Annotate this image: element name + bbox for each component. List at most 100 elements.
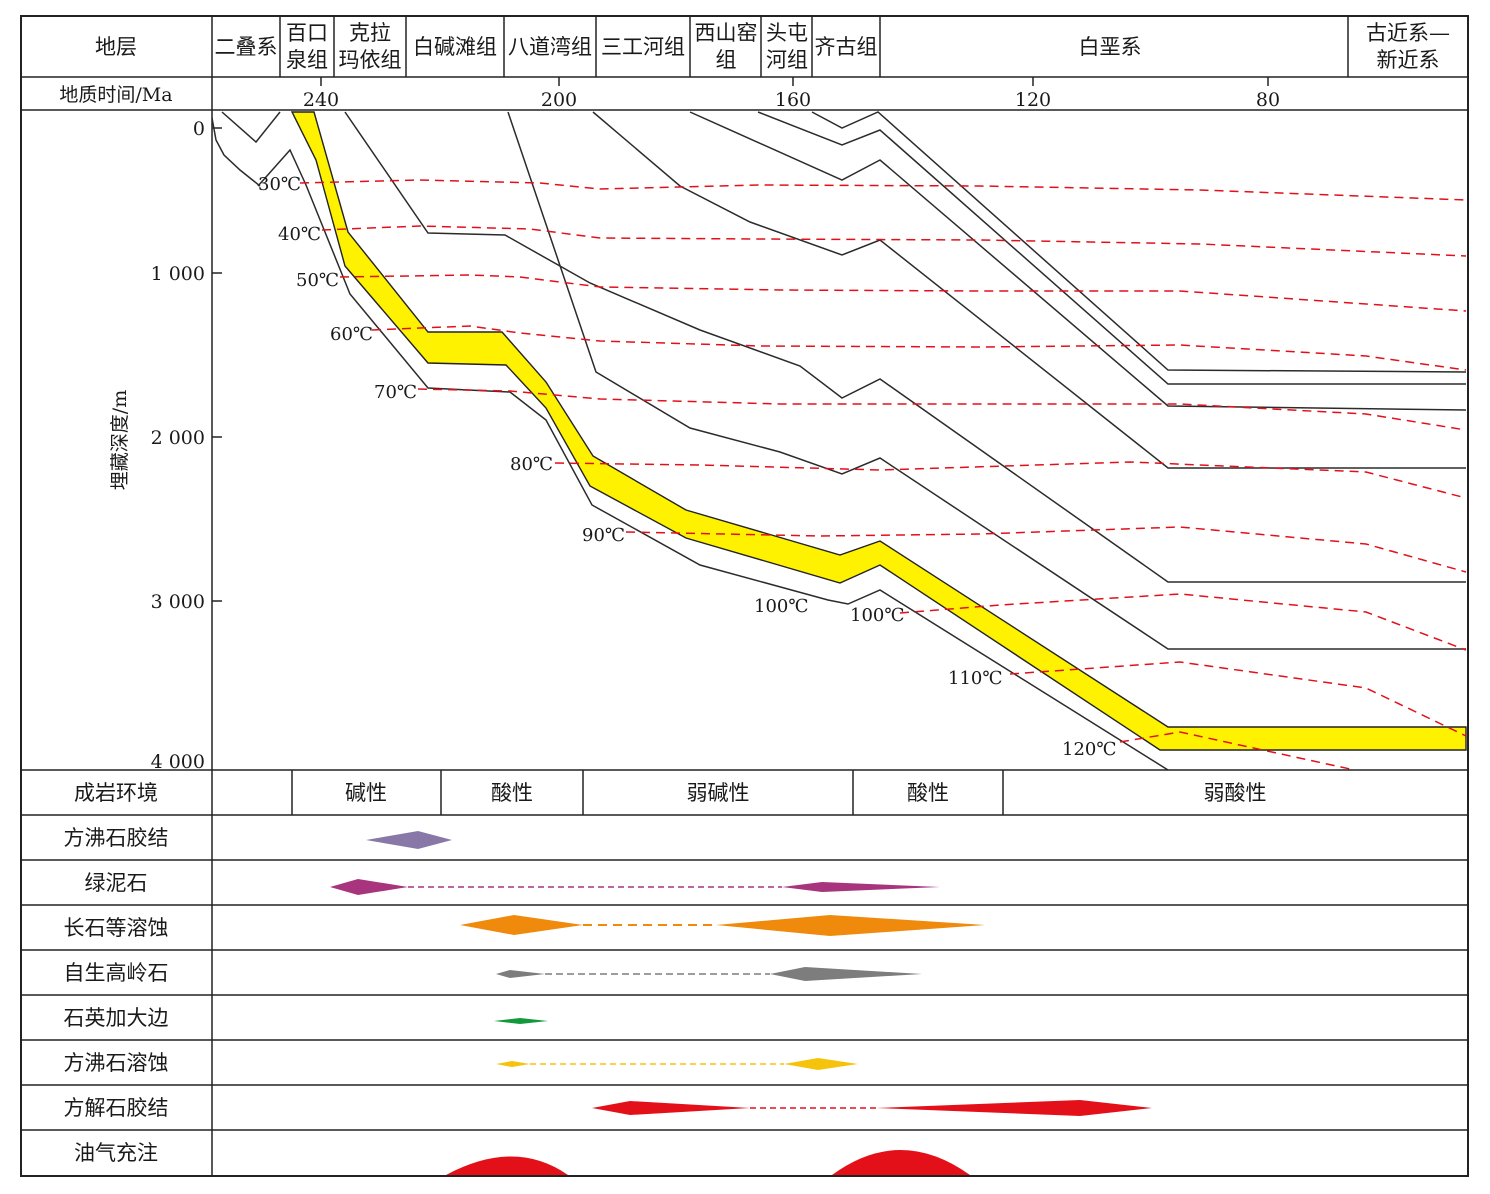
event-bar-analcime-dissolution (784, 1058, 858, 1070)
burial-curve (592, 111, 1466, 469)
event-label-chlorite: 绿泥石 (85, 871, 148, 895)
isotherm-120 (1119, 731, 1351, 770)
isotherm-110 (1009, 661, 1467, 737)
isotherm-label: 50℃ (296, 270, 339, 291)
event-label-quartz-overgrowth: 石英加大边 (64, 1006, 169, 1030)
strata-labels: 地层 二叠系 百口 泉组 克拉 玛依组 白碱滩组 八道湾组 三工河组 西山窑 组… (95, 21, 1450, 72)
event-bar-analcime-dissolution (496, 1061, 530, 1067)
event-labels: 方沸石胶结 绿泥石 长石等溶蚀 自生高岭石 石英加大边 方沸石溶蚀 方解石胶结 … (64, 826, 169, 1165)
event-bars (330, 831, 1152, 1175)
stratum-xishanyao-line1: 西山窑 (695, 21, 758, 45)
stratum-karamay-line1: 克拉 (349, 21, 391, 45)
event-label-kaolinite: 自生高岭石 (64, 961, 169, 985)
stratum-cretaceous: 白垩系 (1079, 35, 1142, 59)
depth-tick-label: 4 000 (151, 751, 205, 773)
event-bar-hydrocarbon-charging (446, 1156, 568, 1175)
depth-tick-label: 3 000 (151, 591, 205, 613)
diagenesis-table (21, 769, 1468, 1131)
isotherm-label: 90℃ (582, 525, 625, 546)
burial-curve (211, 117, 261, 187)
stratum-badaowan: 八道湾组 (508, 35, 592, 59)
environment-phase: 酸性 (907, 781, 949, 805)
event-bar-analcime-cement (366, 831, 452, 849)
time-axis: 地质时间/Ma 240 200 160 120 80 (59, 84, 1280, 111)
isotherms (299, 179, 1467, 770)
isotherm-30 (299, 179, 1467, 201)
depth-axis-title: 埋藏深度/m (109, 390, 131, 490)
depth-tick-label: 2 000 (151, 427, 205, 449)
event-label-analcime-dissolution: 方沸石溶蚀 (64, 1051, 169, 1075)
burial-curves (211, 111, 1467, 771)
isotherm-70 (417, 388, 1467, 431)
event-bar-kaolinite (770, 967, 922, 981)
event-bar-chlorite (782, 882, 940, 892)
isotherm-label: 60℃ (330, 324, 373, 345)
event-bar-calcite-cement (876, 1100, 1152, 1116)
burial-plot: 30℃ 40℃ 50℃ 60℃ 70℃ 80℃ 90℃ 100℃ 100℃ 11… (211, 111, 1467, 771)
event-bar-calcite-cement (592, 1101, 750, 1115)
event-label-feldspar-dissolution: 长石等溶蚀 (64, 916, 169, 940)
event-bar-chlorite (330, 879, 408, 895)
isotherm-40 (321, 225, 1467, 257)
time-tick-label: 80 (1256, 89, 1280, 111)
outer-frame-top (20, 15, 1469, 1177)
isotherm-80 (554, 461, 1467, 499)
stratum-sangonghe: 三工河组 (601, 35, 685, 59)
isotherm-label: 100℃ (754, 596, 809, 617)
stratum-xishanyao-line2: 组 (716, 48, 737, 72)
environment-label: 成岩环境 (74, 781, 158, 805)
event-bar-quartz-overgrowth (494, 1018, 548, 1024)
time-tick-label: 120 (1015, 89, 1051, 111)
stratum-baijiantan: 白碱滩组 (413, 35, 497, 59)
stratum-toutunhe-line2: 河组 (766, 48, 808, 72)
isotherm-label: 100℃ (850, 605, 905, 626)
isotherm-label: 70℃ (374, 382, 417, 403)
target-sandstone-layer (290, 111, 1467, 751)
depth-tick-label: 0 (193, 118, 205, 140)
environment-row: 成岩环境 碱性 酸性 弱碱性 酸性 弱酸性 (74, 781, 1267, 805)
isotherm-60 (371, 325, 1467, 371)
burial-curve (257, 148, 1169, 771)
depth-tick-label: 1 000 (151, 263, 205, 285)
event-bar-kaolinite (496, 970, 545, 978)
burial-curve (689, 111, 1467, 411)
isotherm-label: 30℃ (258, 174, 301, 195)
time-tick-label: 240 (303, 89, 339, 111)
stratum-permian: 二叠系 (215, 35, 278, 59)
header-table (20, 15, 1469, 1177)
environment-phase: 酸性 (491, 781, 533, 805)
stratum-baikouquan-line2: 泉组 (286, 48, 328, 72)
isotherm-100 (899, 593, 1467, 651)
strata-header-label: 地层 (95, 35, 137, 59)
time-tick-label: 200 (541, 89, 577, 111)
event-bar-feldspar-dissolution (716, 915, 985, 936)
outer-frame (20, 15, 1469, 1177)
environment-phase: 碱性 (345, 781, 387, 805)
stratum-paleogene-neogene-line1: 古近系— (1366, 21, 1450, 45)
event-label-calcite-cement: 方解石胶结 (64, 1096, 169, 1120)
burial-curve (221, 111, 281, 144)
event-label-hydrocarbon-charging: 油气充注 (74, 1141, 158, 1165)
burial-curve (507, 111, 1466, 650)
isotherm-label: 110℃ (948, 668, 1003, 689)
stratum-karamay-line2: 玛依组 (339, 48, 402, 72)
isotherm-labels: 30℃ 40℃ 50℃ 60℃ 70℃ 80℃ 90℃ 100℃ 100℃ 11… (258, 174, 1117, 760)
isotherm-label: 120℃ (1062, 739, 1117, 760)
burial-curve (811, 111, 1467, 373)
burial-curve (757, 111, 1466, 385)
burial-curve (344, 111, 1466, 583)
stratum-paleogene-neogene-line2: 新近系 (1377, 48, 1440, 72)
environment-phase: 弱酸性 (1204, 781, 1267, 805)
isotherm-label: 80℃ (510, 454, 553, 475)
isotherm-90 (625, 526, 1467, 573)
event-bar-feldspar-dissolution (460, 915, 583, 935)
depth-axis: 0 1 000 2 000 3 000 4 000 埋藏深度/m (109, 118, 205, 773)
stratum-qigu: 齐古组 (815, 35, 878, 59)
event-label-analcime-cement: 方沸石胶结 (64, 826, 169, 850)
stratum-baikouquan-line1: 百口 (286, 21, 328, 45)
time-axis-label: 地质时间/Ma (59, 84, 172, 106)
event-bar-hydrocarbon-charging (832, 1150, 970, 1175)
isotherm-50 (339, 274, 1467, 312)
stratum-toutunhe-line1: 头屯 (766, 21, 808, 45)
